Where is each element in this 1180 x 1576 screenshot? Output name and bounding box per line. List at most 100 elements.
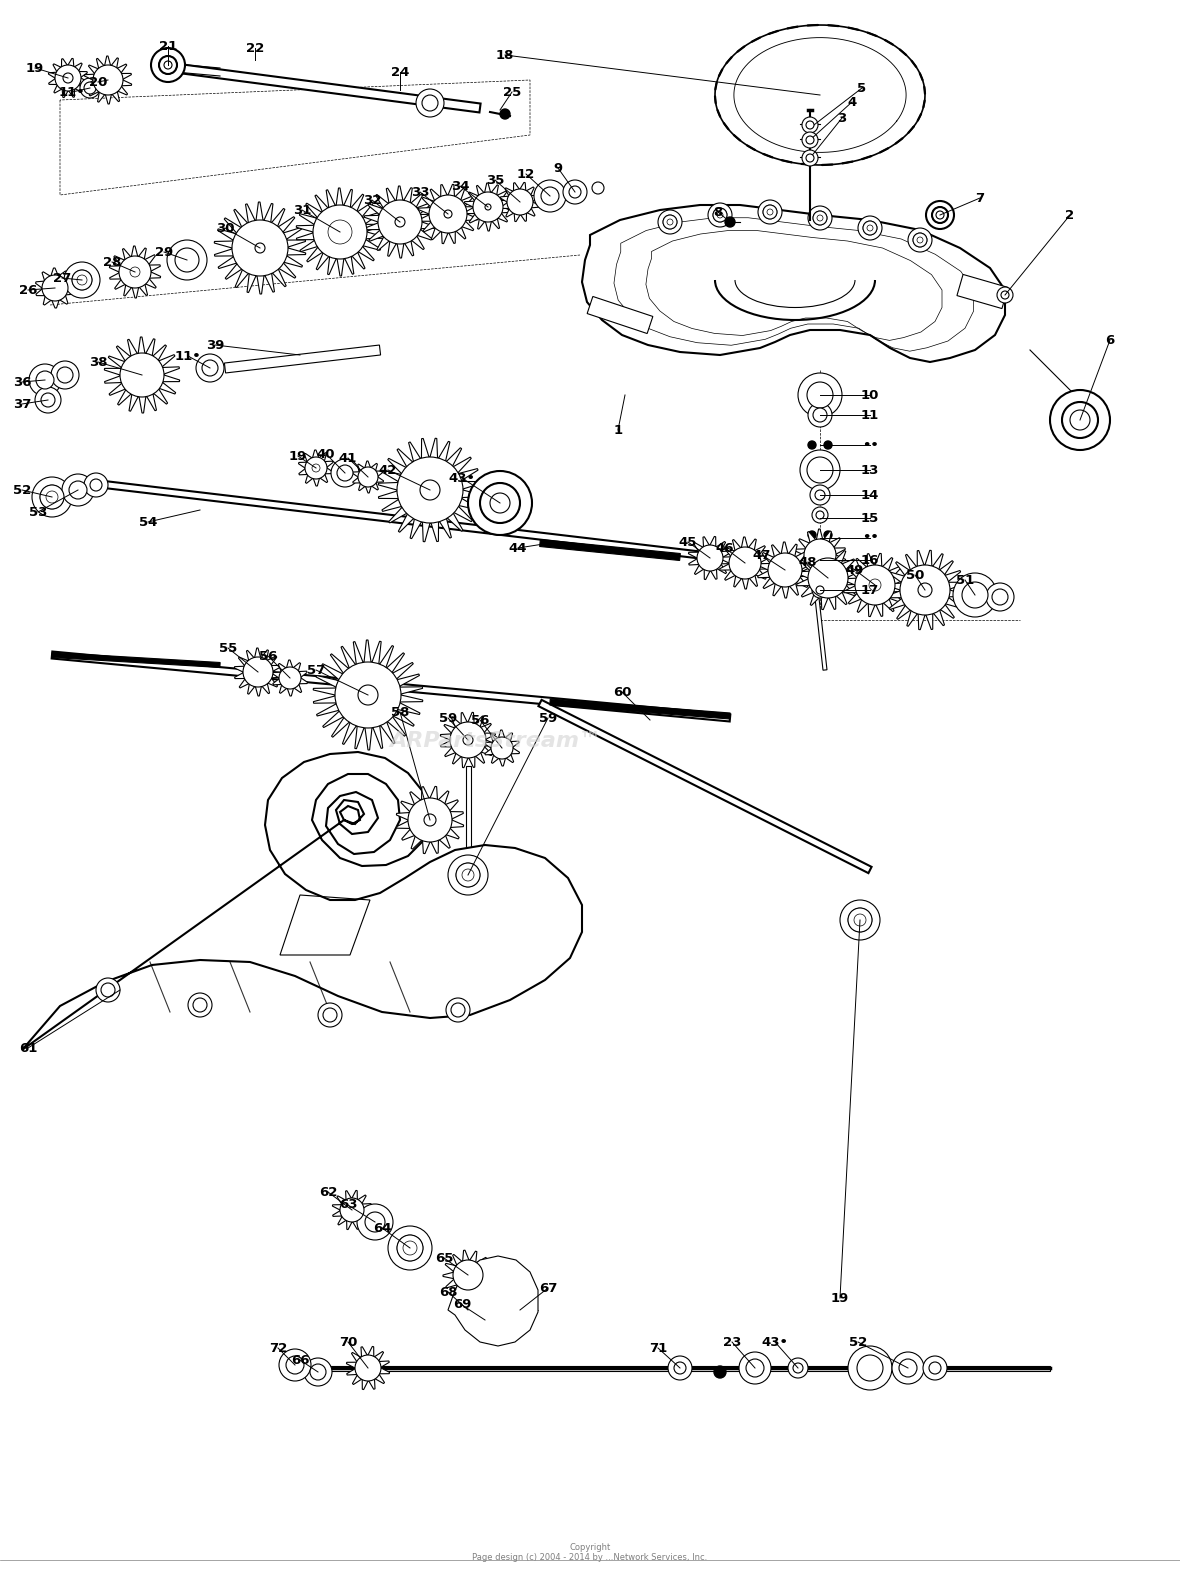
Circle shape [992, 589, 1008, 605]
Circle shape [335, 227, 345, 236]
Text: 2: 2 [1066, 208, 1075, 222]
Text: 70: 70 [339, 1335, 358, 1349]
Circle shape [328, 221, 352, 244]
Circle shape [808, 558, 848, 597]
Text: 21: 21 [159, 39, 177, 52]
Text: 8: 8 [714, 205, 722, 219]
Circle shape [430, 195, 467, 233]
Polygon shape [465, 183, 512, 232]
Text: 62: 62 [319, 1185, 337, 1198]
Circle shape [490, 493, 510, 514]
Circle shape [255, 243, 266, 254]
Text: 43•: 43• [448, 471, 476, 484]
Circle shape [125, 262, 145, 282]
Circle shape [817, 511, 824, 519]
Text: 15: 15 [861, 512, 879, 525]
Circle shape [480, 482, 520, 523]
Circle shape [929, 1362, 940, 1374]
Circle shape [468, 471, 532, 534]
Circle shape [450, 722, 486, 758]
Text: 72: 72 [269, 1341, 287, 1354]
Polygon shape [844, 553, 906, 616]
Polygon shape [440, 712, 496, 768]
Circle shape [328, 221, 352, 244]
Circle shape [30, 364, 61, 396]
Text: 51: 51 [956, 574, 975, 586]
Circle shape [119, 255, 151, 288]
Polygon shape [885, 550, 965, 630]
Circle shape [848, 1346, 892, 1390]
Text: 23: 23 [723, 1335, 741, 1349]
Circle shape [352, 670, 361, 681]
Circle shape [922, 602, 929, 610]
Circle shape [458, 730, 478, 750]
Text: 9: 9 [553, 161, 563, 175]
Text: ••: •• [861, 438, 878, 451]
Text: 6: 6 [1106, 334, 1115, 347]
Circle shape [304, 1359, 332, 1385]
Text: 59: 59 [439, 711, 457, 725]
Circle shape [713, 208, 727, 222]
Text: 32: 32 [362, 194, 381, 206]
Circle shape [768, 553, 802, 586]
Circle shape [396, 457, 463, 523]
Text: 45: 45 [678, 536, 697, 548]
Circle shape [1001, 292, 1009, 299]
Circle shape [500, 109, 510, 120]
Polygon shape [442, 1250, 492, 1300]
Circle shape [35, 388, 61, 413]
Text: 27: 27 [53, 271, 71, 285]
Circle shape [798, 374, 843, 418]
Circle shape [420, 481, 440, 500]
Text: 63: 63 [339, 1198, 358, 1212]
Circle shape [278, 1349, 312, 1381]
Circle shape [188, 993, 212, 1017]
Circle shape [813, 211, 827, 225]
Circle shape [663, 214, 677, 229]
Circle shape [900, 566, 950, 615]
Circle shape [923, 1355, 948, 1381]
Circle shape [858, 216, 881, 240]
Polygon shape [588, 296, 653, 334]
Text: 14: 14 [861, 489, 879, 501]
Circle shape [340, 690, 350, 700]
Polygon shape [273, 660, 308, 697]
Text: 26: 26 [19, 284, 38, 296]
Circle shape [177, 262, 184, 268]
Circle shape [64, 262, 100, 298]
Text: 67: 67 [539, 1281, 557, 1294]
Circle shape [815, 490, 825, 500]
Circle shape [758, 200, 782, 224]
Text: 30: 30 [216, 222, 235, 235]
Circle shape [46, 492, 58, 503]
Polygon shape [347, 1346, 389, 1390]
Circle shape [863, 574, 887, 597]
Circle shape [491, 738, 513, 760]
Circle shape [808, 206, 832, 230]
Polygon shape [224, 345, 381, 374]
Polygon shape [396, 786, 464, 854]
Circle shape [455, 864, 480, 887]
Circle shape [408, 797, 452, 842]
Circle shape [1062, 402, 1099, 438]
Circle shape [317, 1002, 342, 1028]
Circle shape [936, 211, 944, 219]
Circle shape [806, 154, 814, 162]
Polygon shape [296, 188, 384, 276]
Text: 34: 34 [451, 180, 470, 192]
Circle shape [323, 1009, 337, 1021]
Polygon shape [365, 186, 435, 258]
Text: 50: 50 [906, 569, 924, 582]
Text: 1: 1 [614, 424, 623, 437]
Circle shape [824, 441, 832, 449]
Text: 49: 49 [846, 564, 864, 577]
Text: 31: 31 [293, 203, 312, 216]
Circle shape [962, 582, 988, 608]
Text: 65: 65 [434, 1251, 453, 1264]
Circle shape [396, 1236, 422, 1261]
Circle shape [101, 983, 114, 998]
Text: 66: 66 [290, 1354, 309, 1366]
Circle shape [40, 485, 64, 509]
Text: 17: 17 [861, 583, 879, 596]
Circle shape [68, 481, 87, 500]
